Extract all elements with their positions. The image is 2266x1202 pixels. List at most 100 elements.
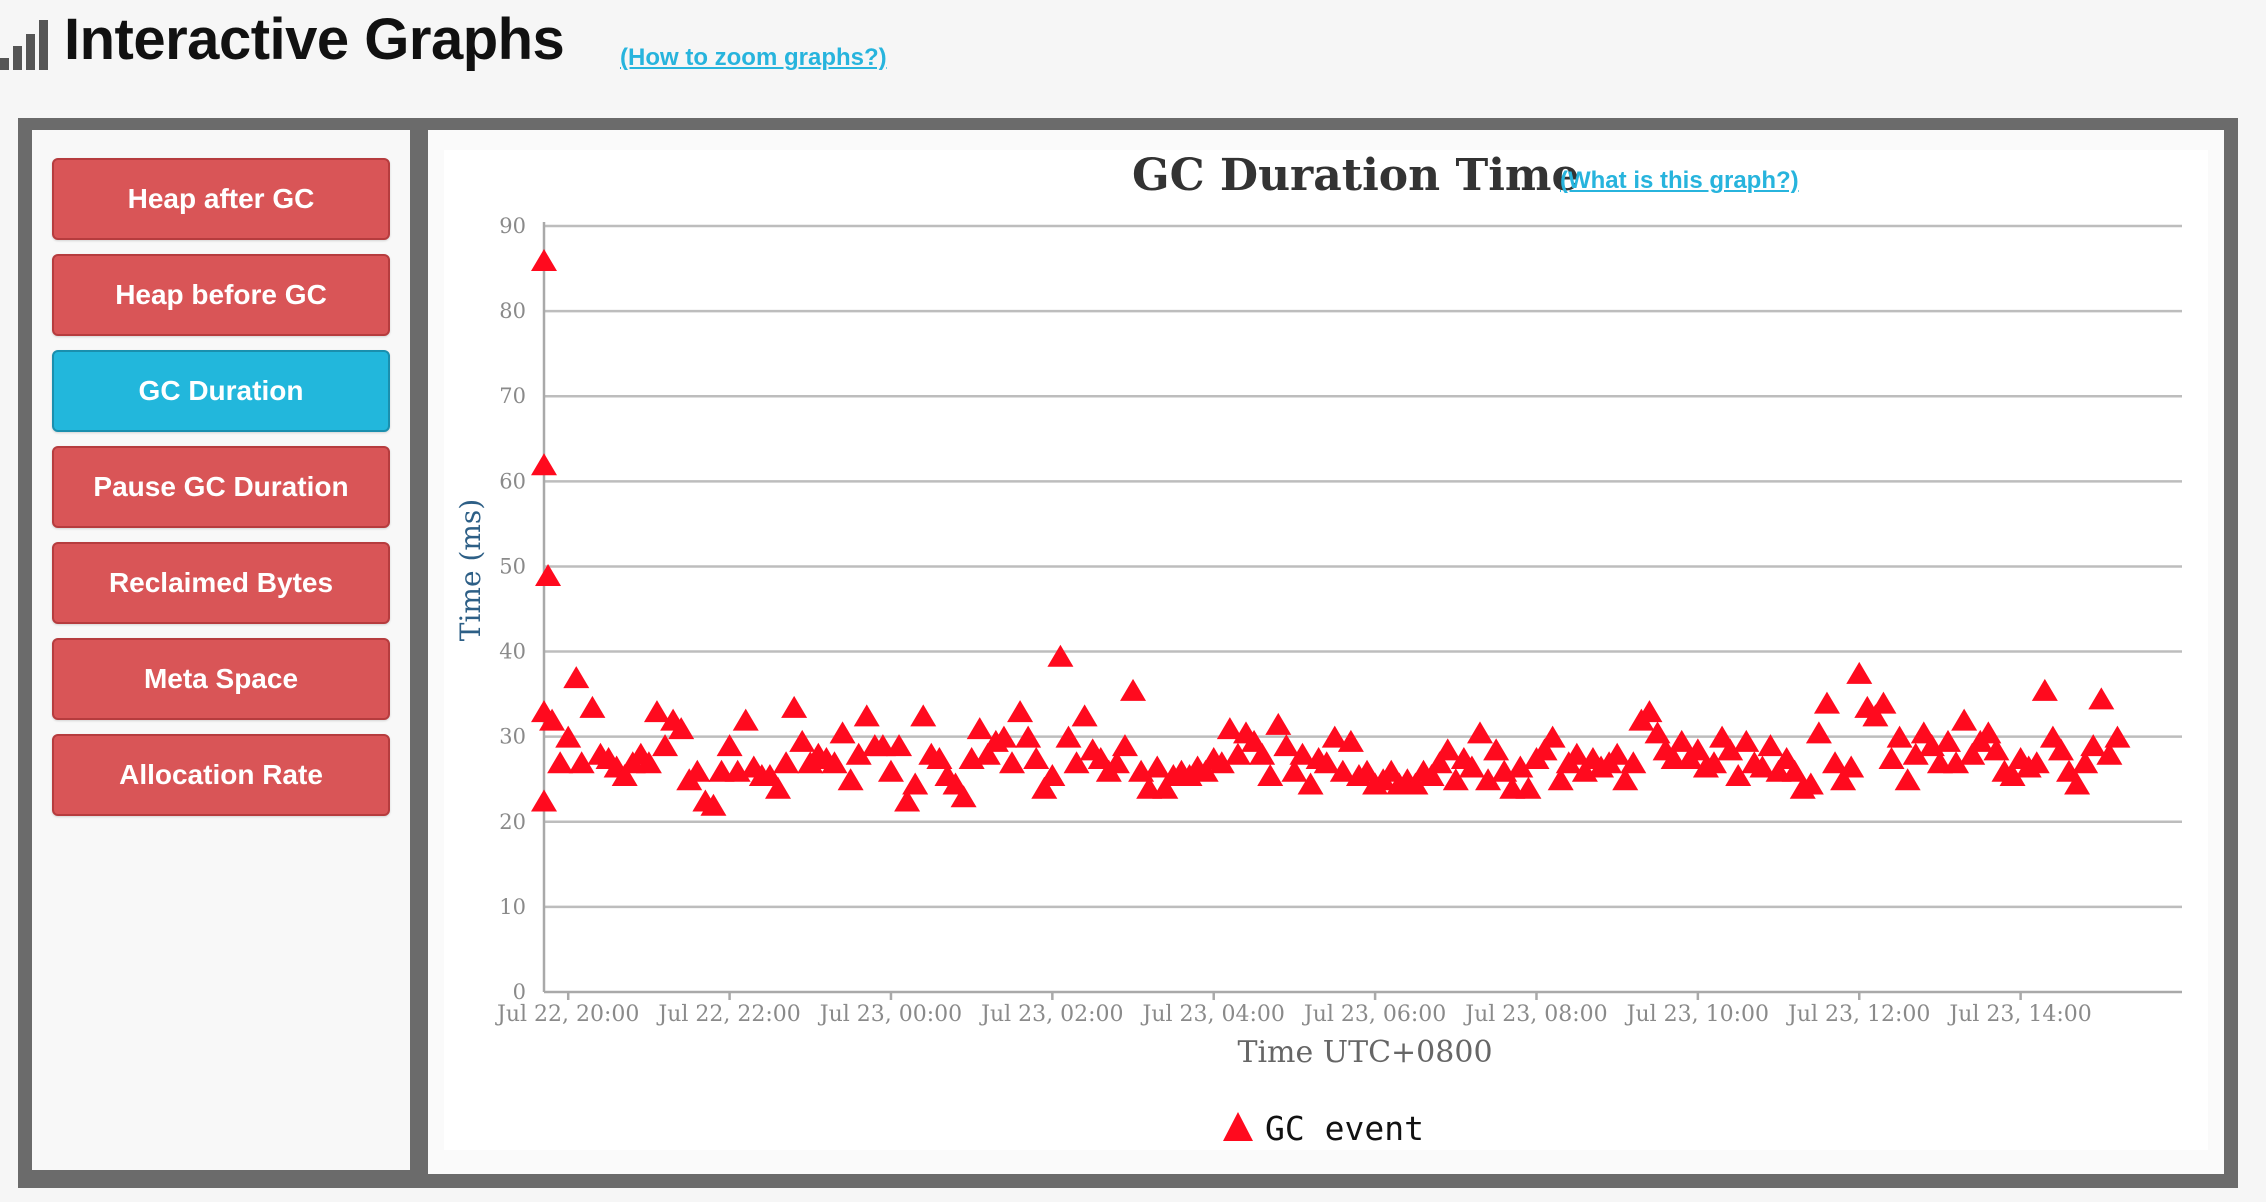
gc-event-point[interactable] (966, 717, 993, 740)
gc-event-point[interactable] (1983, 738, 2010, 761)
gc-event-point[interactable] (535, 563, 562, 586)
gc-event-point[interactable] (643, 700, 670, 723)
gc-event-point[interactable] (1846, 661, 1873, 684)
gc-event-point[interactable] (531, 249, 557, 272)
gc-event-point[interactable] (765, 776, 791, 799)
sidebar-button-meta-space[interactable]: Meta Space (52, 638, 390, 720)
sidebar-button-pause-gc-duration[interactable]: Pause GC Duration (52, 446, 390, 528)
gc-event-point[interactable] (1467, 721, 1493, 744)
gc-event-point[interactable] (829, 721, 856, 744)
gc-event-point[interactable] (1257, 763, 1284, 786)
gc-event-point[interactable] (1902, 742, 1929, 765)
gc-event-point[interactable] (555, 725, 582, 748)
gc-event-point[interactable] (579, 695, 606, 718)
gc-event-point[interactable] (1943, 751, 1970, 774)
gc-event-point[interactable] (732, 708, 759, 731)
gc-event-point[interactable] (1144, 755, 1171, 778)
gc-event-point[interactable] (1289, 742, 1316, 765)
gc-event-point[interactable] (1281, 759, 1308, 782)
gc-event-point[interactable] (1612, 768, 1639, 791)
gc-event-point[interactable] (1216, 717, 1243, 740)
gc-event-point[interactable] (773, 751, 800, 774)
gc-event-point[interactable] (1749, 755, 1776, 778)
gc-event-point[interactable] (1015, 725, 1042, 748)
gc-event-point[interactable] (926, 746, 953, 769)
gc-event-point[interactable] (1418, 763, 1445, 786)
gc-event-point[interactable] (1265, 712, 1292, 735)
gc-event-point[interactable] (950, 785, 977, 808)
gc-event-point[interactable] (1862, 704, 1889, 727)
gc-event-point[interactable] (2072, 751, 2099, 774)
gc-event-point[interactable] (1120, 678, 1147, 701)
gc-event-point[interactable] (1402, 772, 1429, 795)
gc-event-point[interactable] (1321, 725, 1348, 748)
gc-event-point[interactable] (1313, 751, 1340, 774)
gc-event-point[interactable] (1725, 763, 1752, 786)
gc-event-point[interactable] (1329, 759, 1356, 782)
gc-event-point[interactable] (1507, 755, 1534, 778)
gc-event-point[interactable] (1434, 738, 1461, 761)
gc-event-point[interactable] (1878, 746, 1905, 769)
gc-event-point[interactable] (1007, 700, 1034, 723)
sidebar-button-gc-duration[interactable]: GC Duration (52, 350, 390, 432)
gc-event-point[interactable] (1830, 768, 1857, 791)
gc-event-point[interactable] (1515, 776, 1542, 799)
gc-event-point[interactable] (1886, 725, 1913, 748)
gc-event-point[interactable] (2064, 772, 2091, 795)
gc-event-point[interactable] (635, 751, 662, 774)
gc-event-point[interactable] (547, 751, 574, 774)
gc-event-point[interactable] (821, 751, 848, 774)
gc-event-point[interactable] (1249, 742, 1276, 765)
gc-event-point[interactable] (1951, 708, 1978, 731)
gc-event-point[interactable] (1604, 742, 1631, 765)
gc-event-point[interactable] (789, 729, 816, 752)
what-is-this-graph-link[interactable]: (What is this graph?) (1560, 167, 1799, 194)
gc-event-point[interactable] (910, 704, 937, 727)
gc-event-point[interactable] (700, 793, 727, 816)
sidebar-button-allocation-rate[interactable]: Allocation Rate (52, 734, 390, 816)
gc-event-point[interactable] (1152, 776, 1179, 799)
gc-event-point[interactable] (1111, 734, 1138, 757)
gc-event-point[interactable] (1975, 721, 2002, 744)
gc-event-point[interactable] (1701, 751, 1727, 774)
gc-event-point[interactable] (886, 734, 913, 757)
gc-event-point[interactable] (716, 734, 743, 757)
gc-event-point[interactable] (1039, 763, 1066, 786)
gc-event-point[interactable] (1805, 721, 1832, 744)
gc-event-point[interactable] (974, 742, 1001, 765)
gc-event-point[interactable] (999, 751, 1025, 774)
gc-event-point[interactable] (1636, 700, 1663, 723)
gc-event-point[interactable] (1999, 763, 2026, 786)
gc-event-point[interactable] (531, 789, 557, 812)
gc-event-point[interactable] (668, 717, 695, 740)
gc-event-point[interactable] (1458, 755, 1485, 778)
gc-event-point[interactable] (1531, 738, 1558, 761)
gc-event-point[interactable] (2023, 751, 2050, 774)
gc-event-point[interactable] (1733, 729, 1760, 752)
gc-event-point[interactable] (1071, 704, 1098, 727)
gc-event-point[interactable] (1337, 729, 1364, 752)
gc-event-point[interactable] (2104, 725, 2131, 748)
gc-event-point[interactable] (1208, 751, 1235, 774)
gc-event-point[interactable] (1870, 691, 1897, 714)
gc-event-point[interactable] (1055, 725, 1082, 748)
gc-event-point[interactable] (990, 725, 1017, 748)
gc-event-point[interactable] (1781, 759, 1808, 782)
gc-event-point[interactable] (2047, 738, 2074, 761)
gc-event-point[interactable] (1442, 768, 1469, 791)
gc-event-point[interactable] (781, 695, 808, 718)
gc-event-point[interactable] (1797, 772, 1824, 795)
gc-event-point[interactable] (1894, 768, 1921, 791)
gc-event-point[interactable] (1684, 738, 1711, 761)
gc-event-point[interactable] (539, 708, 566, 731)
gc-event-point[interactable] (1813, 691, 1840, 714)
gc-event-point[interactable] (1192, 759, 1219, 782)
sidebar-button-reclaimed-bytes[interactable]: Reclaimed Bytes (52, 542, 390, 624)
gc-event-point[interactable] (1031, 776, 1058, 799)
gc-event-point[interactable] (1547, 768, 1574, 791)
gc-event-point[interactable] (1644, 721, 1671, 744)
sidebar-button-heap-before-gc[interactable]: Heap before GC (52, 254, 390, 336)
gc-event-point[interactable] (1475, 768, 1502, 791)
gc-event-point[interactable] (2088, 687, 2115, 710)
